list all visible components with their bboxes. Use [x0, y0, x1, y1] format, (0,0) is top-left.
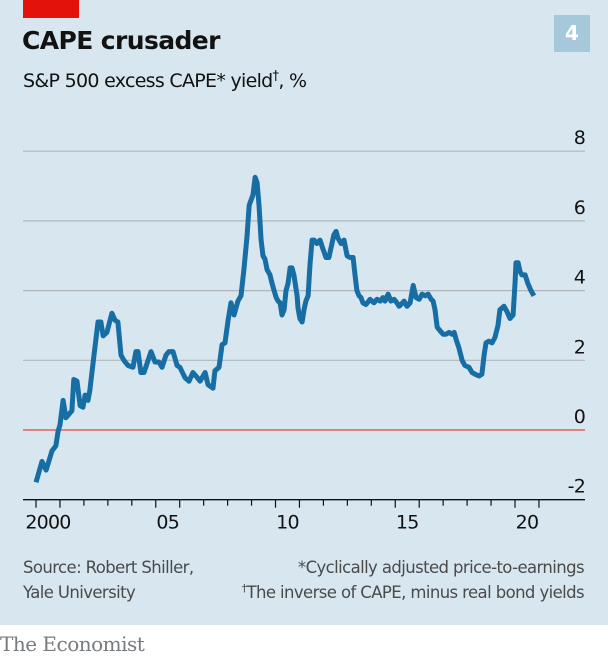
y-axis-labels: -2 0 2 4 6 8 [568, 127, 587, 498]
line-chart: -2 0 2 4 6 8 2000 05 10 15 20 [23, 127, 587, 534]
y-tick-label: 0 [574, 406, 585, 428]
x-axis: 2000 05 10 15 20 [23, 499, 585, 534]
chart-title: CAPE crusader [22, 26, 220, 55]
x-tick-label: 10 [276, 512, 299, 534]
chart-number-badge: 4 [554, 15, 590, 52]
subtitle-text: S&P 500 excess CAPE* yield [23, 70, 273, 92]
dagger-mark: † [272, 69, 279, 84]
subtitle-unit: , % [278, 70, 307, 92]
economist-logo-text: The Economist [0, 632, 145, 656]
y-tick-label: 8 [574, 127, 585, 149]
footnote-cape: *Cyclically adjusted price-to-earnings [297, 558, 585, 577]
y-tick-label: 2 [574, 336, 585, 358]
source-line-2: Yale University [23, 583, 136, 602]
footnote-yield-text: The inverse of CAPE, minus real bond yie… [246, 583, 584, 602]
gridlines [23, 150, 585, 431]
x-tick-label: 2000 [25, 512, 70, 534]
y-tick-label: -2 [568, 476, 585, 498]
series-line [33, 174, 537, 483]
y-tick-label: 4 [574, 267, 586, 289]
chart-subtitle: S&P 500 excess CAPE* yield†, % [23, 69, 307, 92]
source-line-1: Source: Robert Shiller, [23, 558, 194, 577]
x-tick-label: 20 [516, 512, 539, 534]
dagger-mark: † [241, 582, 247, 595]
series-group [33, 174, 537, 483]
x-tick-label: 05 [156, 512, 179, 534]
x-tick-label: 15 [396, 512, 419, 534]
y-tick-label: 6 [574, 197, 585, 219]
brand-red-bar [23, 0, 79, 18]
footnote-yield: †The inverse of CAPE, minus real bond yi… [241, 582, 585, 602]
